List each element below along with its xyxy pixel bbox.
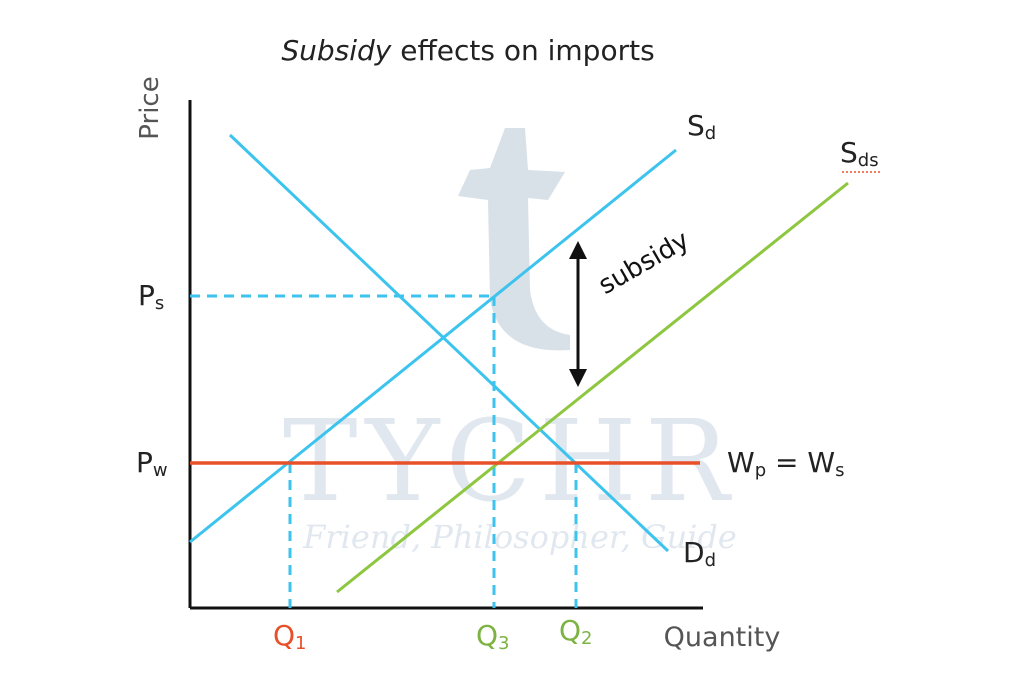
x-axis-label: Quantity [664,622,781,653]
watermark: TYCHR Friend, Philosopher, Guide [283,128,737,556]
sds-label: Sds [840,136,879,171]
y-axis-label: Price [135,76,165,139]
world-price-label: Wp = Ws [727,446,844,481]
sd-label: Sd [687,109,716,144]
page-title: Subsidy effects on imports [281,34,654,67]
subsidized-supply-curve [336,181,849,594]
domestic-supply-curve [189,148,677,544]
watermark-logo-icon [458,128,570,351]
q3-label: Q3 [476,619,510,654]
subsidy-label: subsidy [594,225,695,301]
pw-label: Pw [136,446,168,481]
demand-curve [228,133,670,553]
q2-label: Q2 [559,614,593,649]
ps-label: Ps [138,279,164,314]
title-rest: effects on imports [391,34,654,67]
title-emphasis: Subsidy [281,34,391,67]
q1-label: Q1 [273,619,307,654]
watermark-tagline: Friend, Philosopher, Guide [302,518,737,556]
dd-label: Dd [683,536,716,571]
